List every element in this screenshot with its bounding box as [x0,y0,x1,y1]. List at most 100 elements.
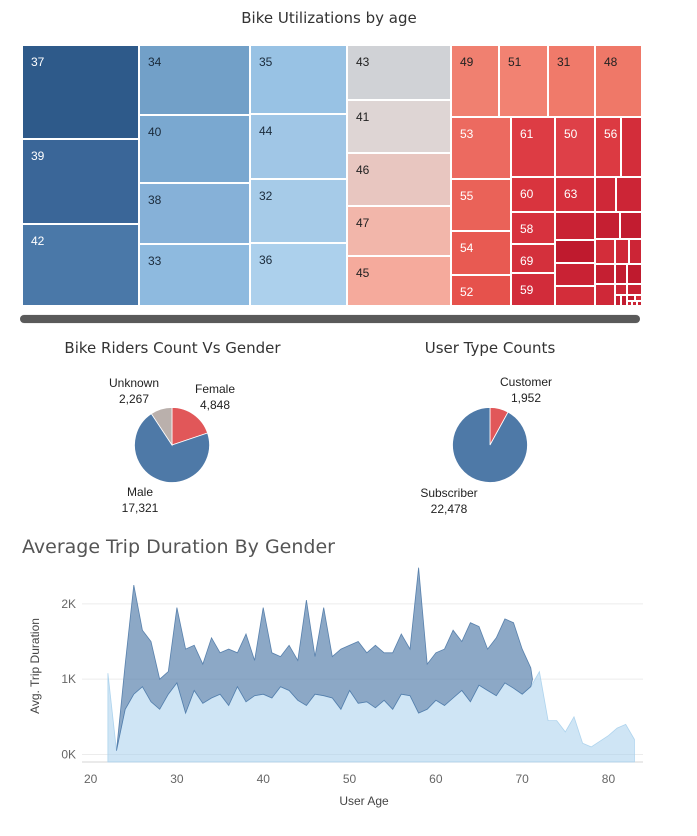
treemap-tile-small[interactable] [635,295,642,301]
treemap-tile-age-33[interactable]: 33 [139,244,250,306]
treemap-tile-label: 60 [520,187,534,201]
treemap-tile-label: 46 [356,163,370,177]
treemap-tile-age-41[interactable]: 41 [347,100,451,153]
treemap-tile-small[interactable] [615,239,629,264]
treemap-tile-small[interactable] [555,240,595,263]
treemap-tile-label: 59 [520,283,534,297]
treemap-tile-age-50[interactable]: 50 [555,117,595,177]
treemap-tile-age-36[interactable]: 36 [250,243,347,306]
treemap-tile-label: 50 [564,127,578,141]
treemap-tile-label: 32 [259,189,273,203]
x-tick-label: 50 [343,772,357,786]
treemap-tile-age-31[interactable]: 31 [548,45,595,117]
treemap-tile-small[interactable] [615,284,627,295]
treemap-tile-small[interactable] [627,295,635,301]
treemap-tile-age-32[interactable]: 32 [250,179,347,243]
treemap-tile-small[interactable] [555,286,595,306]
treemap-tile-label: 35 [259,55,273,69]
treemap-tile-age-49[interactable]: 49 [451,45,499,117]
treemap-tile-age-46[interactable]: 46 [347,153,451,206]
treemap-tile-label: 45 [356,266,370,280]
treemap-tile-age-45[interactable]: 45 [347,256,451,306]
treemap-tile-age-38[interactable]: 38 [139,183,250,244]
treemap-tile-small[interactable] [620,212,642,239]
treemap-tile-age-52[interactable]: 52 [451,275,511,306]
treemap-tile-age-37[interactable]: 37 [22,45,139,139]
pie-slice-unknown[interactable] [150,407,173,447]
treemap-tile-small[interactable] [616,177,642,212]
x-tick-label: 60 [429,772,443,786]
treemap-tile-age-43[interactable]: 43 [347,45,451,100]
treemap-tile-age-34[interactable]: 34 [139,45,250,115]
usertype-pie-chart[interactable] [450,405,530,485]
treemap-tile-label: 56 [604,127,618,141]
pie-slice-male[interactable] [134,413,210,483]
treemap-tile-small[interactable] [621,117,642,177]
gender-pie-chart[interactable] [132,405,212,485]
x-tick-label: 20 [84,772,98,786]
treemap-tile-small[interactable] [615,264,627,284]
treemap-tile-label: 31 [557,55,571,69]
gender-pie-title: Bike Riders Count Vs Gender [64,339,281,357]
treemap-tile-age-54[interactable]: 54 [451,231,511,275]
treemap-tile-small[interactable] [555,212,595,240]
treemap-tile-small[interactable] [627,284,642,295]
treemap-tile-small[interactable] [632,301,637,306]
treemap-tile-age-42[interactable]: 42 [22,224,139,306]
treemap-tile-label: 38 [148,193,162,207]
duration-area-chart[interactable]: 0K 1K 2K 20 30 40 50 60 70 80 User Age Avg. Trip Du… [0,560,697,830]
pie-label-unknown: Unknown 2,267 [108,376,160,406]
treemap-tile-age-44[interactable]: 44 [250,114,347,179]
x-axis-label: User Age [339,794,389,808]
treemap-tile-label: 47 [356,216,370,230]
pie-slice-subscriber[interactable] [452,407,528,483]
treemap-tile-small[interactable] [637,301,642,306]
treemap-tile-label: 41 [356,110,370,124]
scrollbar-thumb[interactable] [20,315,640,323]
treemap-tile-label: 51 [508,55,522,69]
treemap-tile-small[interactable] [621,295,627,306]
treemap-tile-label: 42 [31,234,45,248]
y-tick-label: 1K [61,672,76,686]
horizontal-scrollbar[interactable] [20,314,640,324]
treemap-tile-age-53[interactable]: 53 [451,117,511,179]
age-treemap[interactable]: 37 39 42 34 40 38 33 35 44 32 36 43 41 46 47 45 49 51 31 48… [22,45,642,306]
treemap-tile-age-51[interactable]: 51 [499,45,548,117]
treemap-tile-age-56[interactable]: 56 [595,117,621,177]
treemap-tile-small[interactable] [595,212,620,239]
treemap-tile-label: 54 [460,241,474,255]
treemap-tile-age-58[interactable]: 58 [511,212,555,244]
treemap-tile-small[interactable] [629,239,642,264]
treemap-tile-small[interactable] [627,301,632,306]
treemap-tile-label: 61 [520,127,534,141]
treemap-tile-age-40[interactable]: 40 [139,115,250,183]
treemap-tile-age-48[interactable]: 48 [595,45,642,117]
treemap-tile-label: 52 [460,285,474,299]
treemap-tile-small[interactable] [595,239,615,264]
treemap-tile-age-55[interactable]: 55 [451,179,511,231]
x-tick-label: 80 [602,772,616,786]
treemap-tile-age-39[interactable]: 39 [22,139,139,224]
treemap-tile-label: 69 [520,254,534,268]
treemap-tile-age-59[interactable]: 59 [511,273,555,306]
treemap-tile-label: 49 [460,55,474,69]
treemap-tile-age-35[interactable]: 35 [250,45,347,114]
pie-label-male: Male 17,321 [121,485,159,515]
treemap-tile-age-47[interactable]: 47 [347,206,451,256]
treemap-tile-label: 43 [356,55,370,69]
treemap-tile-small[interactable] [595,177,616,212]
treemap-tile-age-61[interactable]: 61 [511,117,555,177]
treemap-tile-small[interactable] [627,264,642,284]
treemap-tile-small[interactable] [595,264,615,284]
x-tick-label: 40 [257,772,271,786]
treemap-tile-small[interactable] [595,284,615,306]
area-series[interactable] [116,567,533,751]
treemap-tile-age-63[interactable]: 63 [555,177,595,212]
y-tick-label: 0K [61,747,76,761]
treemap-tile-age-60[interactable]: 60 [511,177,555,212]
treemap-tile-age-69[interactable]: 69 [511,244,555,273]
treemap-tile-small[interactable] [615,295,621,306]
usertype-pie-title: User Type Counts [424,339,556,357]
treemap-title: Bike Utilizations by age [241,9,417,27]
treemap-tile-small[interactable] [555,263,595,286]
